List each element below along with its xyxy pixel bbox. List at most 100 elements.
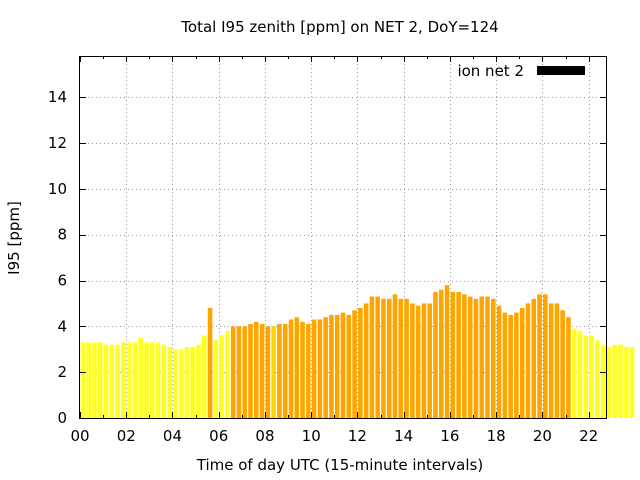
bar: [467, 296, 473, 418]
y-tick-label: 2: [57, 363, 67, 381]
bar: [444, 285, 450, 418]
x-tick-label: 00: [70, 427, 89, 445]
bar: [329, 314, 334, 418]
bar: [173, 349, 178, 418]
bars: [80, 285, 635, 418]
x-tick-label: 04: [163, 427, 182, 445]
bar: [525, 303, 531, 418]
bar: [225, 330, 230, 418]
bar: [358, 308, 363, 418]
legend: ion net 2: [457, 62, 585, 80]
bar: [230, 326, 236, 418]
bar: [566, 317, 571, 418]
bar: [421, 303, 427, 418]
bar: [606, 346, 612, 418]
y-tick-label: 12: [48, 134, 67, 152]
bar: [115, 344, 120, 418]
y-tick-label: 4: [57, 317, 67, 335]
bar: [259, 324, 265, 418]
x-tick-label: 10: [302, 427, 321, 445]
bar: [294, 317, 300, 418]
bar: [155, 342, 161, 418]
bar: [514, 312, 519, 418]
bar: [629, 346, 635, 418]
bar: [346, 314, 352, 418]
bar: [612, 344, 617, 418]
bar: [248, 324, 253, 418]
bar: [178, 349, 184, 418]
bar: [288, 319, 294, 418]
bar: [184, 346, 190, 418]
x-axis-label: Time of day UTC (15-minute intervals): [196, 456, 483, 474]
bar: [438, 289, 444, 418]
bar: [456, 291, 461, 418]
bar: [589, 335, 594, 418]
bar: [265, 326, 271, 418]
bar: [201, 335, 207, 418]
bar: [242, 326, 248, 418]
bar: [386, 298, 392, 418]
bar: [519, 308, 525, 418]
plot-frame: [79, 56, 607, 419]
x-tick-label: 02: [117, 427, 136, 445]
bar: [537, 294, 542, 418]
x-tick-label: 16: [440, 427, 459, 445]
bar: [392, 294, 398, 418]
y-tick-label: 0: [57, 409, 67, 427]
x-tick-label: 12: [348, 427, 367, 445]
bar: [132, 342, 138, 418]
bar: [340, 312, 346, 418]
x-tick-label: 06: [209, 427, 228, 445]
bar: [167, 346, 172, 418]
bar: [190, 346, 195, 418]
gridlines: [80, 56, 606, 418]
bar: [213, 340, 219, 418]
bar: [236, 326, 242, 418]
bar: [508, 314, 513, 418]
bar: [311, 319, 317, 418]
bar: [92, 342, 97, 418]
bar: [97, 342, 103, 418]
bar: [554, 303, 560, 418]
bar: [485, 296, 490, 418]
bar: [415, 305, 421, 418]
bar: [473, 298, 479, 418]
y-axis-label: I95 [ppm]: [5, 201, 23, 275]
bar: [381, 298, 386, 418]
bar: [491, 298, 496, 418]
bar: [571, 328, 577, 418]
x-tick-label: 20: [533, 427, 552, 445]
bar: [219, 335, 224, 418]
bar: [560, 310, 565, 418]
bar: [126, 342, 132, 418]
x-tick-label: 08: [255, 427, 274, 445]
x-tick-label: 18: [487, 427, 506, 445]
bar: [410, 303, 415, 418]
bar: [306, 324, 311, 418]
bar: [600, 344, 606, 418]
bar: [323, 317, 328, 418]
bar: [254, 321, 259, 418]
bar: [548, 303, 554, 418]
bar: [618, 344, 623, 418]
x-tick-label: 22: [579, 427, 598, 445]
bar: [543, 294, 548, 418]
y-tick-label: 8: [57, 226, 67, 244]
bar: [404, 298, 409, 418]
bar: [86, 342, 91, 418]
axis-ticks: [80, 56, 606, 419]
bar: [149, 342, 155, 418]
y-tick-labels: 0 2 4 6 8 10 12 14: [48, 88, 67, 427]
bar: [80, 342, 86, 418]
bar: [375, 296, 380, 418]
bar: [196, 344, 201, 418]
legend-label: ion net 2: [457, 62, 524, 80]
bar: [462, 294, 467, 418]
y-tick-label: 10: [48, 180, 67, 198]
bar: [433, 291, 438, 418]
bar: [121, 342, 126, 418]
bar: [138, 337, 143, 418]
bar: [398, 298, 404, 418]
x-tick-label: 14: [394, 427, 413, 445]
